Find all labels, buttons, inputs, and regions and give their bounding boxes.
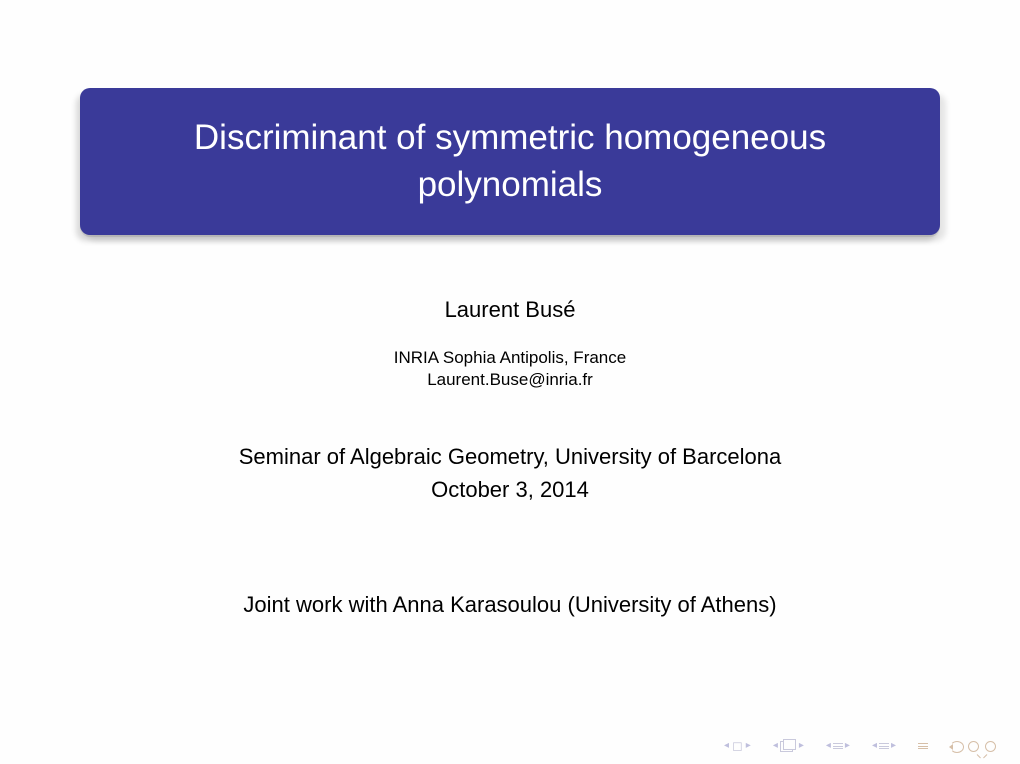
next-subsection-icon[interactable]: ▸ [891,741,896,751]
subframe-nav[interactable]: ◂ ▸ [773,741,804,752]
overlay-icon [780,741,793,752]
next-section-icon[interactable]: ▸ [845,741,850,751]
search-loop-nav[interactable] [950,741,996,752]
frame-icon: ◻ [731,738,744,754]
next-subframe-icon[interactable]: ▸ [799,741,804,751]
author-name: Laurent Busé [70,297,950,323]
section-nav[interactable]: ◂ ▸ [826,741,850,751]
next-frame-icon[interactable]: ▸ [746,741,751,751]
section-icon [833,743,843,749]
subsection-icon [879,743,889,749]
beamer-nav-bar: ◂ ◻ ▸ ◂ ▸ ◂ ▸ ◂ ▸ [724,738,996,754]
search-minus-icon[interactable] [985,741,996,752]
slide: Discriminant of symmetric homogeneous po… [0,0,1020,764]
slide-title: Discriminant of symmetric homogeneous po… [194,118,826,204]
summary-icon [918,743,928,749]
prev-subframe-icon[interactable]: ◂ [773,741,778,751]
frame-nav[interactable]: ◂ ◻ ▸ [724,738,751,754]
affiliation-line1: INRIA Sophia Antipolis, France [394,348,626,367]
venue-line1: Seminar of Algebraic Geometry, Universit… [239,444,782,469]
joint-work: Joint work with Anna Karasoulou (Univers… [70,592,950,618]
subsection-nav[interactable]: ◂ ▸ [872,741,896,751]
venue: Seminar of Algebraic Geometry, Universit… [70,440,950,506]
title-block: Discriminant of symmetric homogeneous po… [80,88,940,235]
venue-line2: October 3, 2014 [431,477,589,502]
prev-subsection-icon[interactable]: ◂ [872,741,877,751]
affiliation-line2: Laurent.Buse@inria.fr [427,370,593,389]
search-icon[interactable] [968,741,979,752]
prev-section-icon[interactable]: ◂ [826,741,831,751]
summary-nav[interactable] [918,743,928,749]
affiliation: INRIA Sophia Antipolis, France Laurent.B… [70,347,950,393]
prev-frame-icon[interactable]: ◂ [724,741,729,751]
back-loop-icon[interactable] [950,741,964,752]
